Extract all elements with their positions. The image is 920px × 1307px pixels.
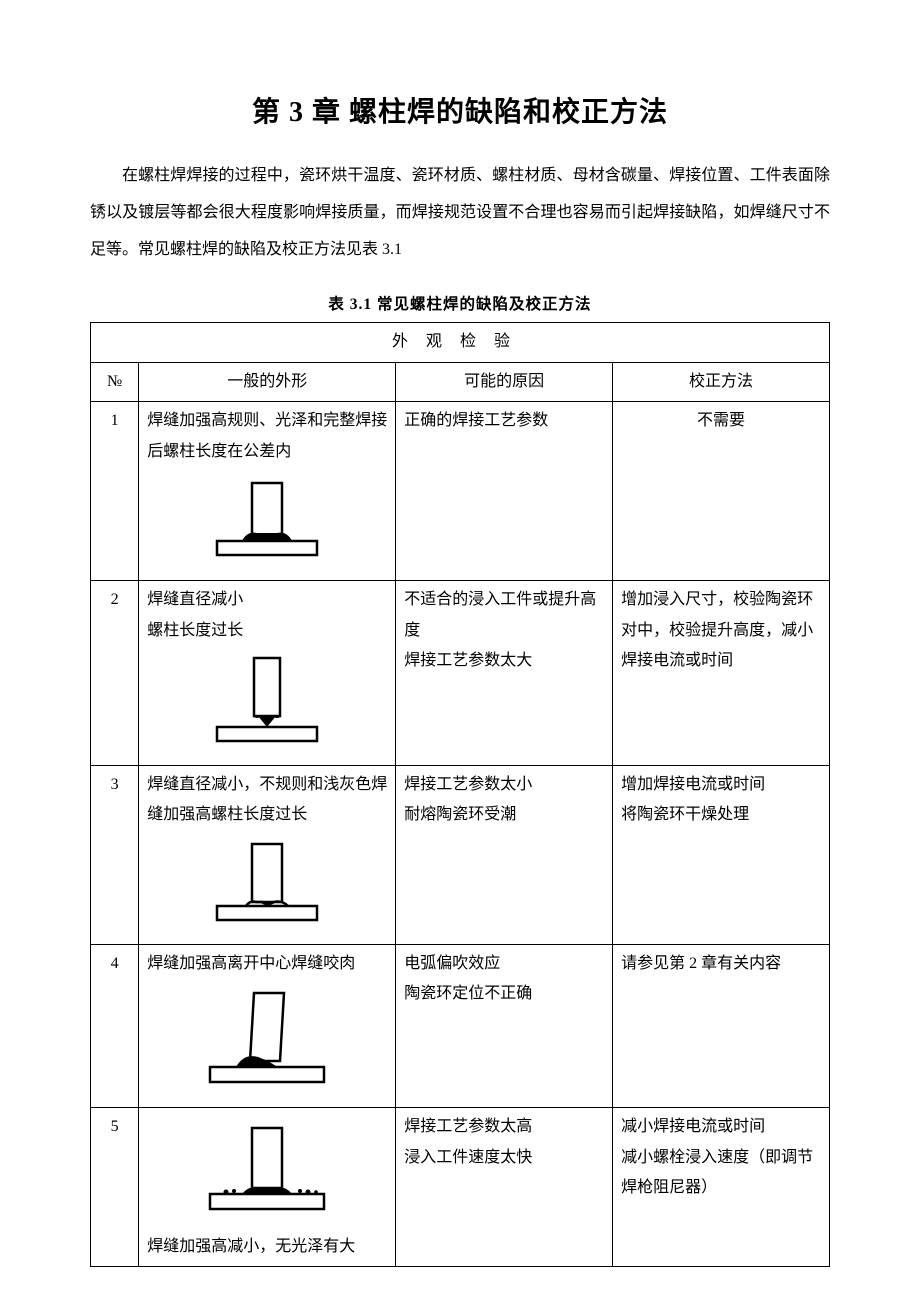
table-row: 1 焊缝加强高规则、光泽和完整焊接后螺柱长度在公差内 正确的焊接工艺参数 不需要 [91,402,830,581]
stud-diagram-thin-tall [202,652,332,747]
row-fix: 不需要 [613,402,830,581]
row-shape: 焊缝加强高规则、光泽和完整焊接后螺柱长度在公差内 [139,402,396,581]
row-shape: 焊缝直径减小，不规则和浅灰色焊缝加强高螺柱长度过长 [139,765,396,944]
col-header-shape: 一般的外形 [139,362,396,401]
col-header-fix: 校正方法 [613,362,830,401]
table-row: 5 焊缝加强高减小，无光泽有大 焊接工艺参数太高浸入工件 [91,1108,830,1267]
table-column-header-row: № 一般的外形 可能的原因 校正方法 [91,362,830,401]
table-section-header: 外观检验 [91,323,830,362]
row-fix: 增加焊接电流或时间将陶瓷环干燥处理 [613,765,830,944]
row-cause: 焊接工艺参数太高浸入工件速度太快 [396,1108,613,1267]
col-header-no: № [91,362,139,401]
stud-diagram-irregular [202,836,332,926]
table-caption: 表 3.1 常见螺柱焊的缺陷及校正方法 [90,292,830,314]
row-diagram [147,646,387,760]
row-no: 3 [91,765,139,944]
stud-diagram-spatter [192,1118,342,1218]
row-diagram [147,830,387,939]
stud-diagram-offset [192,985,342,1090]
row-no: 1 [91,402,139,581]
row-fix: 请参见第 2 章有关内容 [613,944,830,1108]
row-shape-text-top: 焊缝直径减小螺柱长度过长 [147,585,387,646]
row-cause: 焊接工艺参数太小耐熔陶瓷环受潮 [396,765,613,944]
row-diagram [147,979,387,1103]
row-shape-text-top: 焊缝加强高规则、光泽和完整焊接后螺柱长度在公差内 [147,406,387,467]
page: 第 3 章 螺柱焊的缺陷和校正方法 在螺柱焊焊接的过程中，瓷环烘干温度、瓷环材质… [0,0,920,1307]
row-cause: 不适合的浸入工件或提升高度焊接工艺参数太大 [396,581,613,765]
row-shape-text-top: 焊缝直径减小，不规则和浅灰色焊缝加强高螺柱长度过长 [147,770,387,831]
table-row: 3 焊缝直径减小，不规则和浅灰色焊缝加强高螺柱长度过长 焊接工艺参数太小耐熔陶瓷… [91,765,830,944]
row-shape-text-top: 焊缝加强高离开中心焊缝咬肉 [147,949,387,979]
table-section-header-row: 外观检验 [91,323,830,362]
defect-table: 外观检验 № 一般的外形 可能的原因 校正方法 1 焊缝加强高规则、光泽和完整焊… [90,322,830,1267]
row-shape: 焊缝直径减小螺柱长度过长 [139,581,396,765]
row-no: 2 [91,581,139,765]
row-no: 4 [91,944,139,1108]
chapter-title: 第 3 章 螺柱焊的缺陷和校正方法 [90,90,830,130]
row-shape: 焊缝加强高减小，无光泽有大 [139,1108,396,1267]
col-header-cause: 可能的原因 [396,362,613,401]
stud-diagram-normal [202,473,332,563]
row-shape-text-bottom: 焊缝加强高减小，无光泽有大 [147,1232,387,1262]
row-cause: 电弧偏吹效应陶瓷环定位不正确 [396,944,613,1108]
row-shape: 焊缝加强高离开中心焊缝咬肉 [139,944,396,1108]
row-diagram [147,1112,387,1231]
chapter-paragraph: 在螺柱焊焊接的过程中，瓷环烘干温度、瓷环材质、螺柱材质、母材含碳量、焊接位置、工… [90,158,830,268]
row-fix: 增加浸入尺寸，校验陶瓷环对中，校验提升高度，减小焊接电流或时间 [613,581,830,765]
table-row: 4 焊缝加强高离开中心焊缝咬肉 电弧偏吹效应陶瓷环定位不正确 请参见第 2 章有… [91,944,830,1108]
row-cause: 正确的焊接工艺参数 [396,402,613,581]
table-row: 2 焊缝直径减小螺柱长度过长 不适合的浸入工件或提升高度焊接工艺参数太大 增加浸… [91,581,830,765]
row-no: 5 [91,1108,139,1267]
row-diagram [147,467,387,576]
row-fix: 减小焊接电流或时间减小螺栓浸入速度（即调节焊枪阻尼器） [613,1108,830,1267]
